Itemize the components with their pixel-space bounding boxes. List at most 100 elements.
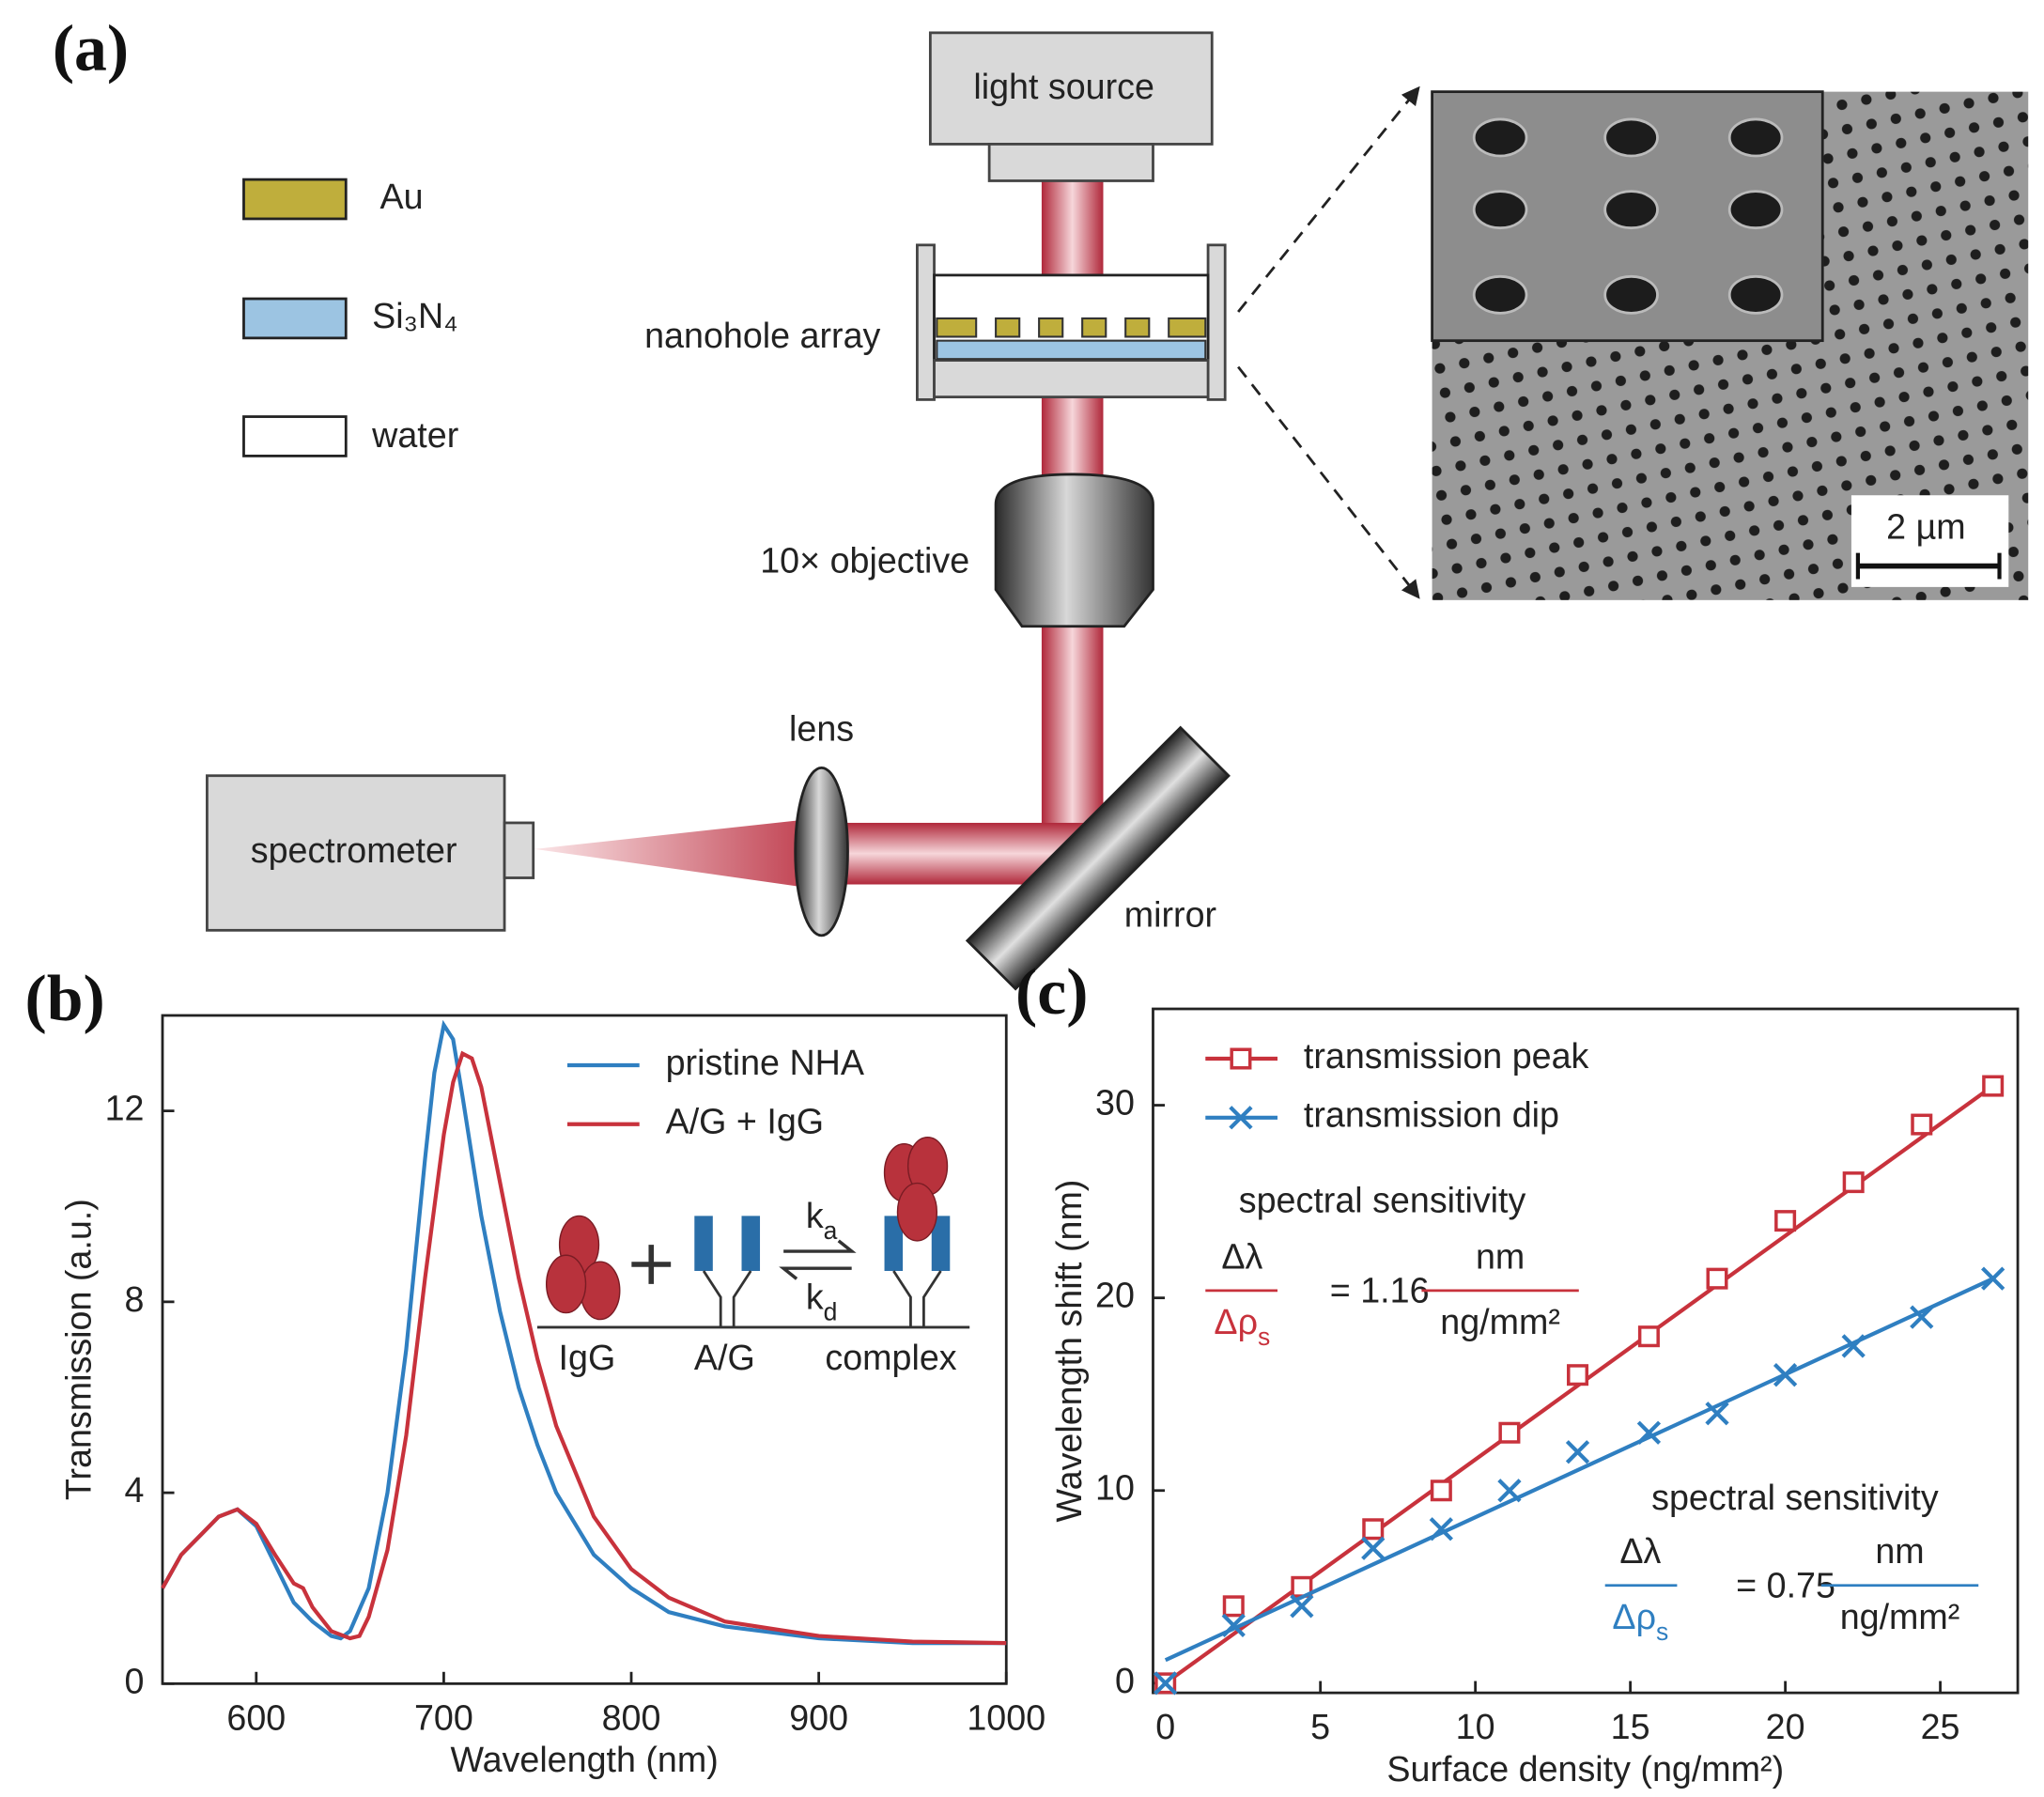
label: lens [789,708,854,748]
label: spectrometer [251,830,457,870]
y-axis-label: Transmission (a.u.) [58,1199,98,1500]
subscript: s [1656,1618,1668,1646]
label: light source [973,67,1154,106]
marker-square [1567,1364,1589,1386]
x-axis-label: Surface density (ng/mm²) [1386,1749,1784,1789]
marker-x [1636,1420,1662,1445]
subscript: d [824,1298,838,1326]
au-layer [936,317,1207,338]
panel-a: (a) Au Si₃N₄ water light source nanohole… [53,13,2029,991]
marker-square [1982,1075,2005,1097]
marker-square [1774,1210,1797,1232]
igg-shape [580,1261,621,1321]
scale-box [1850,495,2009,587]
label: 10× objective [760,541,969,581]
y-tick-label: 0 [125,1661,145,1700]
y-tick-label: 10 [1095,1468,1135,1508]
label: nanohole array [644,316,880,355]
y-tick-label: 30 [1095,1083,1135,1123]
annotation-text: Δλ [1221,1236,1262,1276]
ag-shape [931,1216,951,1271]
marker-x [1290,1594,1314,1619]
panel-label: (b) [25,963,105,1035]
objective [994,472,1154,628]
holder-wall [916,243,936,401]
marker-square [1230,1047,1252,1070]
lens [794,766,849,937]
ag-stem [892,1270,942,1327]
marker-square [1362,1518,1385,1541]
rate-constant: ka [806,1196,838,1245]
legend-swatch [242,178,348,221]
annotation-text: Δλ [1619,1531,1661,1571]
spectrometer-port [503,821,535,879]
marker-square [1842,1171,1865,1194]
text-part: Δρ [1214,1302,1258,1341]
x-tick-label: 800 [602,1697,661,1737]
annotation-text: = 0.75 [1736,1565,1835,1604]
y-tick-label: 12 [105,1089,145,1128]
scale-label: 2 µm [1886,506,1965,546]
x-tick-label: 20 [1766,1707,1805,1746]
marker-x [1910,1305,1934,1329]
legend-swatch [242,297,348,340]
light-source-port [987,143,1154,182]
annotation-text: Δρs [1214,1302,1270,1351]
annotation-text: ng/mm² [1440,1302,1560,1341]
x-tick-label: 15 [1611,1707,1650,1746]
igg-shape [896,1182,938,1242]
y-tick-label: 8 [125,1279,145,1319]
annotation-text: spectral sensitivity [1651,1478,1939,1517]
legend-label: transmission peak [1304,1036,1589,1076]
ag-stem [702,1270,752,1327]
legend-label: Au [380,177,424,216]
sem-inset [1431,90,1824,343]
marker-square [1222,1595,1245,1618]
x-axis-label: Wavelength (nm) [450,1740,718,1779]
x-tick-label: 900 [789,1697,848,1737]
beam-cone [534,818,813,889]
subscript: s [1258,1323,1270,1351]
legend-label: A/G + IgG [666,1102,824,1141]
equilibrium-arrows [779,1239,857,1280]
y-tick-label: 0 [1115,1661,1135,1700]
zoom-arrow [1237,85,1420,313]
panel-label: (a) [53,13,129,85]
marker-x [1229,1106,1253,1130]
marker-x [1361,1536,1386,1560]
marker-square [1706,1267,1728,1290]
annotation-text: nm [1875,1531,1924,1571]
x-tick-label: 5 [1310,1707,1330,1746]
text-part: Δρ [1612,1597,1656,1636]
label: mirror [1124,894,1216,934]
text-part: k [806,1196,824,1235]
data-line [161,1019,1007,1646]
subscript: a [824,1216,838,1245]
y-tick-label: 20 [1095,1276,1135,1315]
legend-swatch [242,415,348,457]
ag-shape [884,1216,904,1271]
legend-label: pristine NHA [666,1043,865,1082]
marker-x [1981,1266,2005,1291]
ag-shape [694,1216,713,1271]
x-tick-label: 700 [414,1697,473,1737]
data-line [161,1050,1007,1646]
marker-x [1705,1402,1729,1426]
y-tick-label: 4 [125,1470,145,1510]
x-tick-label: 10 [1456,1707,1495,1746]
plus-sign [631,1245,672,1284]
annotation-text: nm [1476,1236,1525,1276]
legend-label: Si₃N₄ [372,296,457,335]
marker-x [1221,1613,1246,1637]
marker-x [1154,1671,1178,1696]
marker-square [1498,1421,1521,1444]
rate-constant: kd [806,1278,838,1326]
x-tick-label: 0 [1155,1707,1175,1746]
x-tick-label: 25 [1921,1707,1960,1746]
annotation-text: Δρs [1612,1597,1668,1646]
legend-label: transmission dip [1304,1095,1559,1135]
annotation-text: spectral sensitivity [1239,1180,1526,1219]
marker-square [1911,1113,1933,1136]
